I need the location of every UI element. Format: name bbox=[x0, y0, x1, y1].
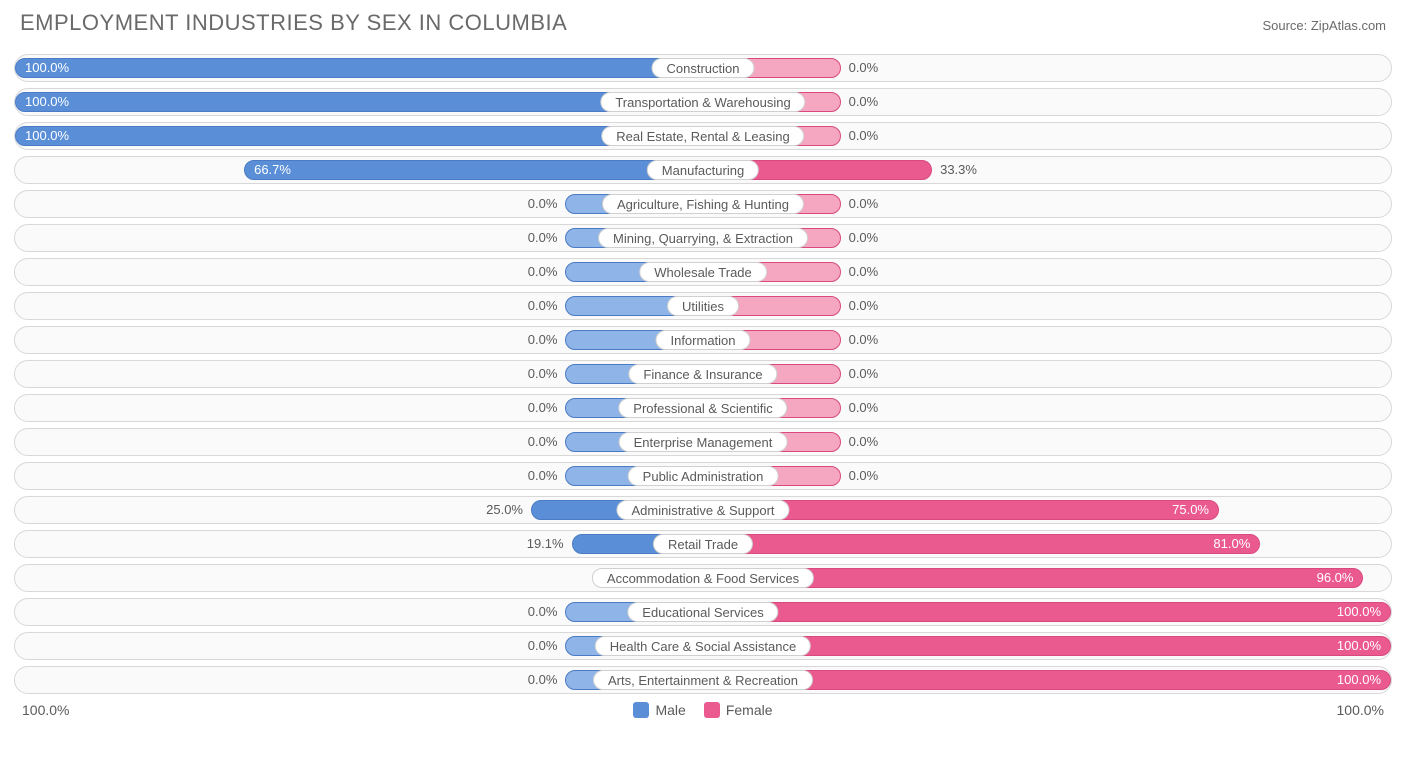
male-value: 0.0% bbox=[528, 672, 558, 687]
female-value: 0.0% bbox=[849, 128, 879, 143]
female-value: 81.0% bbox=[1213, 536, 1250, 551]
male-value: 19.1% bbox=[527, 536, 564, 551]
female-value: 100.0% bbox=[1337, 672, 1381, 687]
category-label: Enterprise Management bbox=[619, 432, 788, 452]
chart-row: 0.0% 0.0% Professional & Scientific bbox=[14, 394, 1392, 422]
male-value: 0.0% bbox=[528, 468, 558, 483]
chart-row: 0.0% 0.0% Agriculture, Fishing & Hunting bbox=[14, 190, 1392, 218]
male-value: 0.0% bbox=[528, 638, 558, 653]
chart-row: 0.0% 0.0% Enterprise Management bbox=[14, 428, 1392, 456]
male-value: 0.0% bbox=[528, 196, 558, 211]
female-value: 0.0% bbox=[849, 60, 879, 75]
female-value: 0.0% bbox=[849, 400, 879, 415]
category-label: Health Care & Social Assistance bbox=[595, 636, 811, 656]
legend: Male Female bbox=[633, 702, 772, 718]
chart-row: 100.0% 0.0% Real Estate, Rental & Leasing bbox=[14, 122, 1392, 150]
female-value: 0.0% bbox=[849, 230, 879, 245]
legend-item-female: Female bbox=[704, 702, 773, 718]
legend-item-male: Male bbox=[633, 702, 685, 718]
category-label: Real Estate, Rental & Leasing bbox=[601, 126, 804, 146]
legend-swatch-female bbox=[704, 702, 720, 718]
male-value: 0.0% bbox=[528, 298, 558, 313]
male-value: 100.0% bbox=[25, 94, 69, 109]
male-bar bbox=[15, 58, 703, 78]
category-label: Arts, Entertainment & Recreation bbox=[593, 670, 813, 690]
female-value: 0.0% bbox=[849, 94, 879, 109]
chart-row: 100.0% 0.0% Construction bbox=[14, 54, 1392, 82]
chart-row: 25.0% 75.0% Administrative & Support bbox=[14, 496, 1392, 524]
male-value: 0.0% bbox=[528, 264, 558, 279]
female-value: 0.0% bbox=[849, 332, 879, 347]
chart-row: 66.7% 33.3% Manufacturing bbox=[14, 156, 1392, 184]
legend-label-male: Male bbox=[655, 702, 685, 718]
category-label: Agriculture, Fishing & Hunting bbox=[602, 194, 804, 214]
legend-label-female: Female bbox=[726, 702, 773, 718]
chart-row: 0.0% 0.0% Information bbox=[14, 326, 1392, 354]
category-label: Finance & Insurance bbox=[628, 364, 777, 384]
male-value: 100.0% bbox=[25, 60, 69, 75]
male-value: 0.0% bbox=[528, 366, 558, 381]
female-value: 0.0% bbox=[849, 468, 879, 483]
chart-title: EMPLOYMENT INDUSTRIES BY SEX IN COLUMBIA bbox=[20, 10, 567, 36]
chart-row: 4.0%96.0%Accommodation & Food Services bbox=[14, 564, 1392, 592]
category-label: Administrative & Support bbox=[616, 500, 789, 520]
category-label: Construction bbox=[652, 58, 755, 78]
axis-left-max: 100.0% bbox=[22, 702, 69, 718]
legend-swatch-male bbox=[633, 702, 649, 718]
chart-footer: 100.0% Male Female 100.0% bbox=[14, 702, 1392, 718]
category-label: Information bbox=[655, 330, 750, 350]
chart-row: 0.0% 0.0% Public Administration bbox=[14, 462, 1392, 490]
category-label: Utilities bbox=[667, 296, 739, 316]
category-label: Public Administration bbox=[628, 466, 779, 486]
male-value: 0.0% bbox=[528, 332, 558, 347]
female-value: 96.0% bbox=[1317, 570, 1354, 585]
chart-row: 0.0% 100.0% Arts, Entertainment & Recreati… bbox=[14, 666, 1392, 694]
male-value: 100.0% bbox=[25, 128, 69, 143]
female-value: 0.0% bbox=[849, 366, 879, 381]
male-value: 25.0% bbox=[486, 502, 523, 517]
category-label: Retail Trade bbox=[653, 534, 753, 554]
male-bar bbox=[15, 126, 703, 146]
male-value: 0.0% bbox=[528, 230, 558, 245]
male-value: 66.7% bbox=[254, 162, 291, 177]
axis-right-max: 100.0% bbox=[1337, 702, 1384, 718]
female-value: 33.3% bbox=[940, 162, 977, 177]
chart-row: 0.0% 0.0% Wholesale Trade bbox=[14, 258, 1392, 286]
female-bar bbox=[703, 602, 1391, 622]
male-value: 0.0% bbox=[528, 434, 558, 449]
chart-row: 0.0% 0.0% Utilities bbox=[14, 292, 1392, 320]
chart-header: EMPLOYMENT INDUSTRIES BY SEX IN COLUMBIA… bbox=[14, 10, 1392, 36]
chart-row: 100.0% 0.0% Transportation & Warehousing bbox=[14, 88, 1392, 116]
female-bar bbox=[703, 534, 1260, 554]
female-value: 0.0% bbox=[849, 264, 879, 279]
chart-row: 19.1% 81.0% Retail Trade bbox=[14, 530, 1392, 558]
chart-row: 0.0% 0.0% Mining, Quarrying, & Extraction bbox=[14, 224, 1392, 252]
diverging-bar-chart: 100.0% 0.0% Construction 100.0% 0.0% Transpor… bbox=[14, 54, 1392, 694]
chart-row: 0.0% 100.0% Educational Services bbox=[14, 598, 1392, 626]
male-value: 0.0% bbox=[528, 604, 558, 619]
chart-source: Source: ZipAtlas.com bbox=[1262, 18, 1386, 33]
chart-row: 0.0% 100.0% Health Care & Social Assistanc… bbox=[14, 632, 1392, 660]
category-label: Transportation & Warehousing bbox=[600, 92, 805, 112]
female-value: 100.0% bbox=[1337, 638, 1381, 653]
category-label: Educational Services bbox=[627, 602, 778, 622]
female-value: 0.0% bbox=[849, 196, 879, 211]
male-value: 0.0% bbox=[528, 400, 558, 415]
female-value: 100.0% bbox=[1337, 604, 1381, 619]
female-value: 75.0% bbox=[1172, 502, 1209, 517]
category-label: Manufacturing bbox=[647, 160, 759, 180]
male-bar bbox=[244, 160, 703, 180]
category-label: Wholesale Trade bbox=[639, 262, 767, 282]
category-label: Mining, Quarrying, & Extraction bbox=[598, 228, 808, 248]
chart-row: 0.0% 0.0% Finance & Insurance bbox=[14, 360, 1392, 388]
category-label: Accommodation & Food Services bbox=[592, 568, 814, 588]
female-value: 0.0% bbox=[849, 298, 879, 313]
category-label: Professional & Scientific bbox=[618, 398, 787, 418]
female-value: 0.0% bbox=[849, 434, 879, 449]
